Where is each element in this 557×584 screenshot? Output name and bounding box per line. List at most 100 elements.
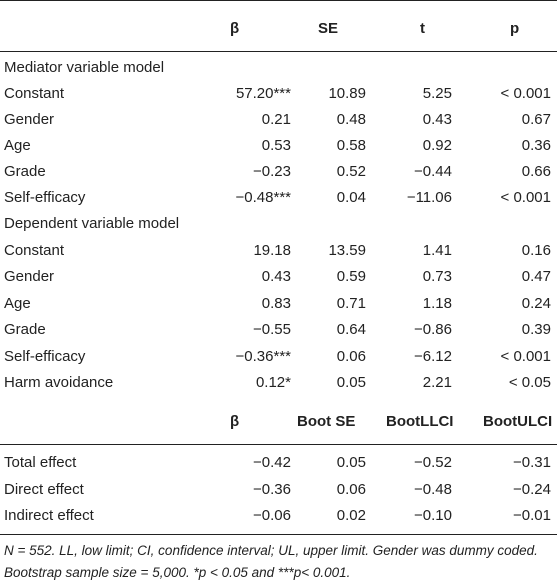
table-row: Self-efficacy −0.48*** 0.04 −11.06 < 0.001 [0,185,557,211]
cell-beta: 57.20*** [235,85,291,102]
cell-3: −0.10 [414,507,452,524]
cell-se: 0.58 [336,137,366,154]
table-row: Direct effect −0.36 0.06 −0.48 −0.24 [0,477,557,503]
table-row: Constant 19.18 13.59 1.41 0.16 [0,238,557,264]
cell-4: 0.16 [521,242,551,259]
cell-se: 0.05 [336,454,366,471]
row-label: Harm avoidance [4,374,114,391]
cell-4: < 0.001 [500,347,551,365]
cell-beta: 0.12* [255,374,291,391]
cell-se: 0.02 [336,507,366,524]
table-row: Gender 0.21 0.48 0.43 0.67 [0,107,557,133]
cell-3: 5.25 [422,85,452,102]
cell-3: −0.86 [414,321,452,339]
row-label: Direct effect [4,480,84,498]
cell-beta: 0.83 [261,294,291,312]
cell-se: 0.52 [336,163,366,180]
header-boot-ulci: BootULCI [483,413,553,430]
cell-4: −0.01 [513,507,551,524]
cell-4: < 0.001 [500,85,551,102]
row-label: Grade [4,163,46,180]
cell-4: 0.47 [521,268,551,286]
table-row: Indirect effect −0.06 0.02 −0.10 −0.01 [0,503,557,529]
cell-beta: −0.06 [253,507,291,524]
effects-header-row: β Boot SE BootLLCI BootULCI [0,409,557,435]
cell-4: −0.24 [513,480,551,498]
cell-beta: 0.53 [261,137,291,154]
table-row: Harm avoidance 0.12* 0.05 2.21 < 0.05 [0,370,557,396]
cell-3: 1.41 [422,242,452,259]
cell-4: < 0.05 [508,374,551,391]
cell-se: 0.05 [336,374,366,391]
row-label: Self-efficacy [4,347,86,365]
header-row: β SE t p [0,16,557,42]
cell-beta: −0.36 [253,480,291,498]
cell-se: 10.89 [328,85,366,102]
effects-header-rule [0,444,557,445]
row-label: Age [4,137,31,154]
cell-4: 0.36 [521,137,551,154]
cell-se: 0.64 [336,321,366,339]
bottom-rule [0,534,557,535]
header-se: SE [318,20,339,37]
header-boot-llci: BootLLCI [386,413,454,430]
table-row: Age 0.53 0.58 0.92 0.36 [0,133,557,159]
cell-3: −0.48 [414,480,452,498]
cell-se: 13.59 [328,242,366,259]
table-note-line-1: N = 552. LL, low limit; CI, confidence i… [4,543,538,558]
row-label: Self-efficacy [4,189,86,206]
header-boot-se: Boot SE [297,413,356,430]
cell-4: −0.31 [513,454,551,471]
cell-se: 0.59 [336,268,366,286]
header-beta: β [230,413,240,430]
section-label: Dependent variable model [4,215,180,232]
header-rule [0,51,557,52]
table-row: Self-efficacy −0.36*** 0.06 −6.12 < 0.001 [0,344,557,370]
header-beta: β [230,20,240,37]
cell-3: 0.92 [422,137,452,154]
cell-beta: −0.23 [253,163,291,180]
row-label: Indirect effect [4,507,94,524]
cell-beta: −0.36*** [235,347,291,365]
row-label: Gender [4,268,55,286]
table-row: Gender 0.43 0.59 0.73 0.47 [0,264,557,290]
table-row: Total effect −0.42 0.05 −0.52 −0.31 [0,450,557,476]
cell-3: 2.21 [422,374,452,391]
cell-beta: −0.48*** [235,189,291,206]
cell-4: 0.39 [521,321,551,339]
section-dependent-label: Dependent variable model [0,211,557,237]
cell-3: 0.73 [422,268,452,286]
cell-beta: 0.21 [261,111,291,128]
cell-3: −6.12 [414,347,452,365]
table-row: Grade −0.55 0.64 −0.86 0.39 [0,317,557,343]
row-label: Age [4,294,31,312]
cell-4: 0.24 [521,294,551,312]
cell-se: 0.06 [336,480,366,498]
cell-3: −0.44 [414,163,452,180]
row-label: Constant [4,242,65,259]
table-note-line-2: Bootstrap sample size = 5,000. *p < 0.05… [4,565,351,580]
cell-beta: −0.42 [253,454,291,471]
cell-3: −0.52 [414,454,452,471]
cell-3: 1.18 [422,294,452,312]
cell-beta: 0.43 [261,268,291,286]
cell-se: 0.06 [336,347,366,365]
cell-3: 0.43 [422,111,452,128]
table-row: Constant 57.20*** 10.89 5.25 < 0.001 [0,81,557,107]
cell-se: 0.71 [336,294,366,312]
row-label: Grade [4,321,46,339]
cell-se: 0.04 [336,189,366,206]
top-rule [0,0,557,1]
cell-beta: 19.18 [253,242,291,259]
header-p: p [510,20,520,37]
cell-4: < 0.001 [500,189,551,206]
cell-4: 0.67 [521,111,551,128]
table-row: Age 0.83 0.71 1.18 0.24 [0,291,557,317]
cell-3: −11.06 [406,189,452,206]
cell-se: 0.48 [336,111,366,128]
row-label: Gender [4,111,55,128]
header-t: t [420,20,425,37]
row-label: Total effect [4,454,77,471]
cell-4: 0.66 [521,163,551,180]
